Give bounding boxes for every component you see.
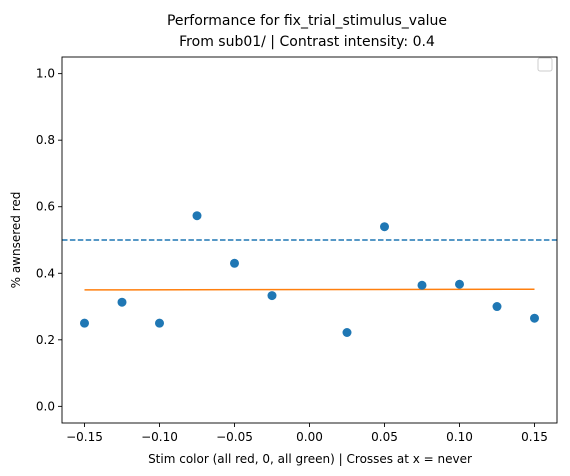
chart-title: Performance for fix_trial_stimulus_value	[167, 13, 447, 29]
data-point	[417, 280, 427, 290]
y-tick-label: 0.0	[36, 399, 55, 413]
y-tick-label: 0.8	[36, 133, 55, 147]
y-tick-label: 0.2	[36, 333, 55, 347]
data-point	[455, 279, 464, 289]
x-tick-label: 0.15	[521, 430, 548, 444]
x-tick-label: −0.05	[216, 430, 253, 444]
data-point	[530, 313, 539, 323]
plot-area: −0.15 −0.10 −0.05 0.00 0.05 0.10 0.15 0.0 0.2 0.4…	[36, 56, 558, 444]
y-tick-label: 0.6	[36, 200, 55, 214]
fit-line	[84, 288, 535, 291]
x-tick-label: 0.05	[371, 430, 398, 444]
y-axis-label: % awnsered red	[9, 192, 23, 289]
data-point	[80, 318, 89, 328]
data-point	[155, 318, 164, 328]
data-point	[492, 302, 502, 312]
x-tick-label: 0.00	[296, 430, 323, 444]
chart-subtitle: From sub01/ | Contrast intensity: 0.4	[179, 34, 435, 50]
x-tick-label: −0.15	[66, 430, 103, 444]
data-point	[342, 327, 352, 337]
y-tick-label: 1.0	[36, 67, 55, 81]
data-point	[230, 258, 239, 268]
data-point	[192, 211, 202, 221]
x-tick-label: 0.10	[446, 430, 473, 444]
data-point	[117, 297, 127, 307]
data-point	[380, 222, 389, 232]
x-tick-label: −0.10	[141, 430, 178, 444]
legend-box	[537, 57, 553, 72]
y-tick-label: 0.4	[36, 266, 55, 280]
x-axis-label: Stim color (all red, 0, all green) | Cro…	[148, 452, 472, 466]
data-point	[267, 291, 277, 301]
